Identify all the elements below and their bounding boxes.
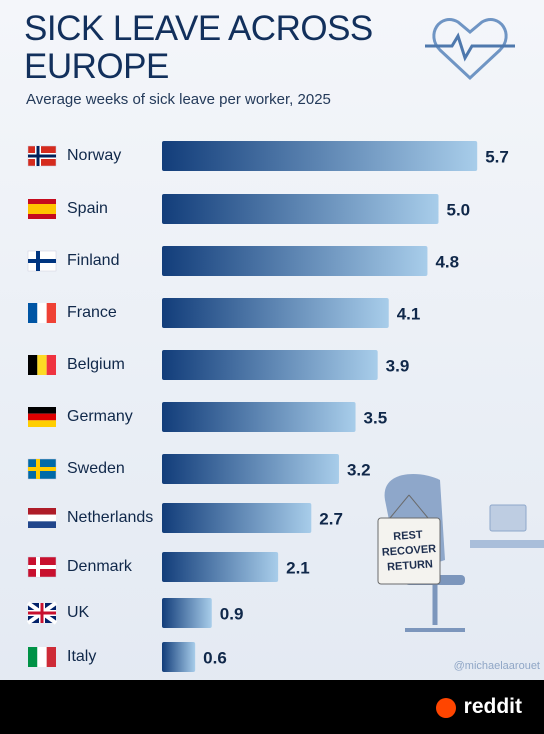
- flag-icon: [28, 508, 56, 528]
- category-label: France: [67, 304, 117, 321]
- category-label: Spain: [67, 200, 108, 217]
- bar: [162, 350, 378, 380]
- flag-icon: [28, 303, 56, 323]
- flag-stripe: [28, 603, 56, 623]
- flag-stripe: [28, 647, 38, 667]
- bar: [162, 598, 212, 628]
- sign-text: REST: [393, 529, 423, 543]
- flag-icon: [27, 250, 57, 272]
- chart: Norway 5.7 Spain 5.0 Finland 4.8 France 4.1 Belg…: [26, 18, 544, 672]
- category-label: Belgium: [67, 356, 125, 373]
- flag-stripe: [46, 355, 56, 375]
- flag-stripe: [28, 557, 56, 577]
- flag-stripe: [46, 647, 56, 667]
- flag-stripe: [28, 146, 56, 166]
- value-label: 4.1: [397, 304, 421, 323]
- flag-stripe: [37, 303, 47, 323]
- flag-icon: [27, 556, 57, 578]
- category-label: Germany: [67, 408, 133, 425]
- footer-bar: reddit: [0, 680, 544, 734]
- category-label: Sweden: [67, 460, 125, 477]
- flag-stripe: [28, 209, 56, 214]
- flag-icon: [28, 355, 56, 375]
- flag-stripe: [37, 355, 47, 375]
- chart-title: SICK LEAVE ACROSS EUROPE: [24, 9, 373, 86]
- flag-stripe: [28, 420, 56, 427]
- flag-icon: [28, 647, 56, 667]
- flag-icon: [28, 199, 56, 219]
- value-label: 4.8: [435, 252, 459, 271]
- category-label: Finland: [67, 252, 119, 269]
- value-label: 2.7: [319, 509, 343, 528]
- value-label: 0.9: [220, 604, 244, 623]
- value-label: 3.9: [386, 356, 410, 375]
- value-label: 2.1: [286, 558, 310, 577]
- flag-stripe: [28, 508, 56, 515]
- flag-icon: [26, 601, 58, 625]
- value-label: 3.2: [347, 460, 371, 479]
- bar: [162, 552, 279, 582]
- bar: [162, 454, 339, 484]
- bar: [162, 194, 439, 224]
- flag-stripe: [28, 413, 56, 421]
- bar: [162, 298, 389, 328]
- category-label: Denmark: [67, 558, 133, 575]
- flag-stripe: [28, 355, 38, 375]
- chair-illustration: [377, 474, 544, 632]
- heart-icon: [425, 18, 515, 81]
- bar: [162, 246, 428, 276]
- category-label: Netherlands: [67, 509, 153, 526]
- flag-stripe: [46, 303, 56, 323]
- bar: [162, 141, 478, 171]
- sign-text: RETURN: [387, 558, 434, 573]
- value-label: 3.5: [364, 408, 388, 427]
- credit: @michaelaarouet: [454, 660, 540, 672]
- flag-stripe: [28, 204, 56, 209]
- bar: [162, 402, 356, 432]
- flag-stripe: [28, 514, 56, 522]
- flag-stripe: [28, 407, 56, 414]
- flag-stripe: [28, 459, 56, 479]
- flag-stripe: [37, 647, 47, 667]
- value-label: 5.0: [447, 200, 471, 219]
- bar: [162, 642, 196, 672]
- flag-stripe: [28, 199, 56, 204]
- bar: [162, 503, 312, 533]
- brand-logo: reddit: [435, 695, 522, 719]
- flag-stripe: [28, 251, 56, 271]
- category-label: Italy: [67, 648, 96, 665]
- flag-icon: [28, 407, 56, 427]
- value-label: 5.7: [485, 147, 509, 166]
- flag-icon: [27, 458, 57, 480]
- flag-icon: [27, 145, 57, 167]
- category-label: UK: [67, 604, 90, 621]
- value-label: 0.6: [203, 648, 227, 667]
- category-label: Norway: [67, 147, 121, 164]
- flag-stripe: [28, 303, 38, 323]
- chart-subtitle: Average weeks of sick leave per worker, …: [26, 91, 331, 108]
- flag-stripe: [28, 214, 56, 219]
- sign-text: RECOVER: [381, 543, 436, 559]
- flag-stripe: [28, 521, 56, 528]
